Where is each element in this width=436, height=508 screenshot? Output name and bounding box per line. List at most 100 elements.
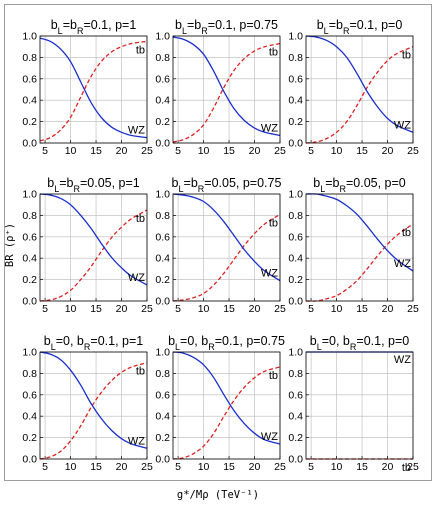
title-text: =0.1, p=1 [83,18,136,32]
y-tick-label: 0.4 [22,253,37,265]
series-line-tb [39,40,148,142]
series-line-tb [172,42,281,143]
title-text: =b [325,176,339,190]
title-text: =0.1, p=0.75 [215,334,285,348]
plot-frame [172,35,281,144]
x-tick-label: 5 [42,303,48,315]
title-text: b [310,334,317,348]
y-tick-label: 1.0 [155,347,170,359]
y-tick-label: 0.8 [22,368,37,380]
y-tick-label: 1.0 [155,189,170,201]
y-tick-label: 1.0 [22,31,37,43]
y-tick-label: 0.8 [288,52,303,64]
series-line-tb [39,362,148,460]
title-text: b [51,18,58,32]
title-text: =b [187,18,201,32]
x-tick-label: 5 [175,461,181,473]
y-tick-label: 0.6 [288,389,303,401]
series-line-wz [39,193,148,286]
title-text: b [313,176,320,190]
y-tick-label: 0.0 [288,138,303,150]
curve-label-tb: tb [402,50,411,62]
plot-frame [172,351,281,460]
panel-grid: bL=bR=0.1, p=15 10 15 20 250.00.20.40.60.81.… [22,18,419,474]
y-tick-label: 0.4 [22,411,37,423]
series-line-wz [305,193,414,272]
x-tick-label: 10 [65,145,77,157]
x-tick-label: 15 [356,303,368,315]
x-tick-label: 20 [249,461,261,473]
curve-label-wz: WZ [128,272,145,284]
title-text: =0.05, p=0.75 [204,176,281,190]
panel-7: bL=0, bR=0.1, p=1 5 10 15 20 25 0.0 0.2 0.4 0.6 0.… [22,334,153,473]
title-subscript: R [198,184,205,194]
y-tick-label: 0.0 [288,296,303,308]
panel-title: bL=0, bR=0.1, p=1 [44,334,143,352]
y-tick-label: 0.4 [22,95,37,107]
panel-title: bL=0, bR=0.1, p=0.75 [168,334,285,352]
title-text: =b [184,176,198,190]
title-text: =0.1, p=0 [356,334,409,348]
y-tick-label: 1.0 [288,347,303,359]
y-tick-label: 0.2 [288,116,303,128]
y-tick-label: 0.0 [22,138,37,150]
title-subscript: L [182,26,187,36]
series-line-tb [39,209,148,302]
x-tick-label: 10 [331,461,343,473]
x-tick-label: 20 [116,461,128,473]
curve-label-wz: WZ [261,123,278,135]
y-tick-label: 0.6 [155,389,170,401]
y-tick-label: 1.0 [288,189,303,201]
x-tick-label: 20 [116,303,128,315]
y-tick-label: 0.0 [155,138,170,150]
plot-frame [305,35,414,144]
title-subscript: R [208,342,215,352]
title-subscript: R [201,26,208,36]
series-line-wz [172,193,281,282]
y-tick-label: 0.2 [288,432,303,444]
curve-label-wz: WZ [394,119,411,131]
y-tick-label: 1.0 [288,31,303,43]
x-tick-label: 5 [175,145,181,157]
x-tick-label: 15 [223,461,235,473]
curve-label-tb: tb [269,370,278,382]
x-tick-label: 25 [407,145,419,157]
x-tick-label: 20 [382,461,394,473]
series-line-wz [172,351,281,445]
y-tick-label: 0.6 [288,73,303,85]
y-tick-label: 0.6 [22,231,37,243]
title-text: b [47,176,54,190]
panel-8: bL=0, bR=0.1, p=0.75 5 10 15 20 25 0.0 0.2 0.4 0.… [155,334,286,473]
title-subscript: R [350,342,357,352]
y-tick-label: 0.2 [22,432,37,444]
title-subscript: R [84,342,91,352]
figure-frame [4,4,432,481]
y-tick-label: 0.0 [155,296,170,308]
plot-frame [39,35,148,144]
panel-title: bL=bR=0.1, p=0.75 [175,18,278,36]
title-text: =b [329,18,343,32]
panel-3: bL=bR=0.1, p=0 5 10 15 20 25 0.0 0.2 0.4 0.6 0.8 1.… [288,18,419,157]
title-text: =0.1, p=0.75 [208,18,278,32]
x-tick-label: 15 [90,145,102,157]
panel-title: bL=bR=0.05, p=1 [47,176,140,194]
y-tick-label: 0.8 [22,210,37,222]
title-subscript: R [343,26,350,36]
x-tick-label: 5 [308,303,314,315]
plot-frame [172,193,281,302]
panel-title: bL=bR=0.1, p=0 [317,18,403,36]
panel-title: bL=bR=0.1, p=1 [51,18,137,36]
x-tick-label: 20 [249,303,261,315]
title-text: =b [63,18,77,32]
y-tick-label: 0.6 [155,73,170,85]
x-tick-label: 25 [141,303,153,315]
title-subscript: R [73,184,80,194]
y-tick-label: 0.2 [22,274,37,286]
curve-label-tb: tb [269,46,278,58]
y-tick-label: 0.2 [288,274,303,286]
panel-2: bL=bR=0.1, p=0.75 5 10 15 20 25 0.0 0.2 0.4 0.6 0.… [155,18,286,157]
y-tick-label: 0.8 [155,210,170,222]
title-text: =0.1, p=1 [90,334,143,348]
x-tick-label: 20 [116,145,128,157]
panel-1: bL=bR=0.1, p=1 5 10 15 20 25 0.0 0.2 0.4 0.6 0.8 1.… [22,18,153,157]
